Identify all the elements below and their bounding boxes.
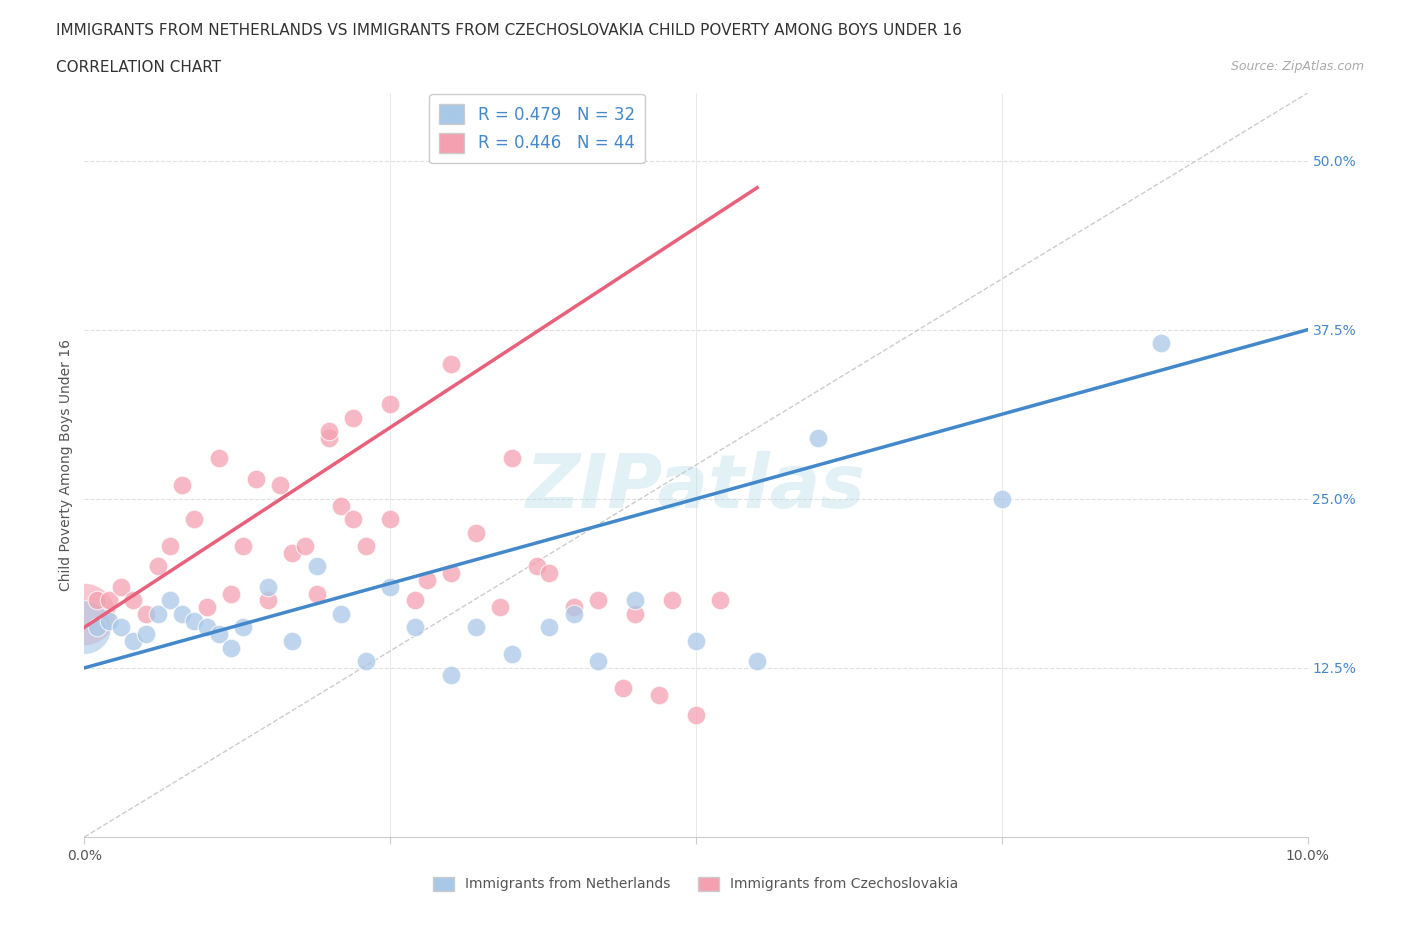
Point [146,559,169,574]
Point [586,592,609,607]
Y-axis label: Child Poverty Among Boys Under 16: Child Poverty Among Boys Under 16 [59,339,73,591]
Point [380,397,402,412]
Point [86,592,108,607]
Point [86,620,108,635]
Point [318,431,340,445]
Point [146,606,169,621]
Legend: Immigrants from Netherlands, Immigrants from Czechoslovakia: Immigrants from Netherlands, Immigrants … [427,871,965,897]
Point [538,565,561,580]
Point [624,592,647,607]
Point [354,538,377,553]
Point [538,620,561,635]
Point [404,620,426,635]
Point [281,633,304,648]
Point [305,559,328,574]
Text: Source: ZipAtlas.com: Source: ZipAtlas.com [1230,60,1364,73]
Point [991,491,1014,506]
Point [380,512,402,526]
Point [110,579,132,594]
Point [208,627,231,642]
Point [219,640,242,655]
Point [709,592,731,607]
Point [747,654,769,669]
Point [122,633,145,648]
Point [354,654,377,669]
Point [342,410,364,425]
Point [807,431,830,445]
Text: ZIPatlas: ZIPatlas [526,451,866,524]
Point [562,606,585,621]
Point [685,708,707,723]
Point [661,592,683,607]
Point [685,633,707,648]
Point [330,498,353,513]
Point [489,600,512,615]
Point [318,424,340,439]
Point [195,620,218,635]
Point [232,538,254,553]
Point [172,478,194,493]
Point [416,573,439,588]
Point [502,647,524,662]
Point [526,559,548,574]
Point [232,620,254,635]
Point [183,512,205,526]
Point [257,579,280,594]
Point [586,654,609,669]
Point [159,538,181,553]
Point [245,472,267,486]
Point [208,451,231,466]
Point [195,600,218,615]
Point [159,592,181,607]
Point [502,451,524,466]
Point [464,525,486,540]
Point [464,620,486,635]
Point [440,565,463,580]
Point [562,600,585,615]
Point [380,579,402,594]
Point [624,606,647,621]
Point [440,667,463,682]
Text: IMMIGRANTS FROM NETHERLANDS VS IMMIGRANTS FROM CZECHOSLOVAKIA CHILD POVERTY AMON: IMMIGRANTS FROM NETHERLANDS VS IMMIGRANT… [56,23,962,38]
Point [122,592,145,607]
Point [342,512,364,526]
Point [135,606,157,621]
Point [73,606,96,621]
Point [135,627,157,642]
Point [97,592,120,607]
Point [294,538,316,553]
Point [110,620,132,635]
Point [281,546,304,561]
Point [219,586,242,601]
Point [183,613,205,628]
Point [440,356,463,371]
Point [612,681,634,696]
Point [1150,336,1173,351]
Point [73,620,96,635]
Point [305,586,328,601]
Point [257,592,280,607]
Text: CORRELATION CHART: CORRELATION CHART [56,60,221,75]
Point [648,687,671,702]
Point [269,478,291,493]
Point [97,613,120,628]
Point [172,606,194,621]
Point [404,592,426,607]
Point [330,606,353,621]
